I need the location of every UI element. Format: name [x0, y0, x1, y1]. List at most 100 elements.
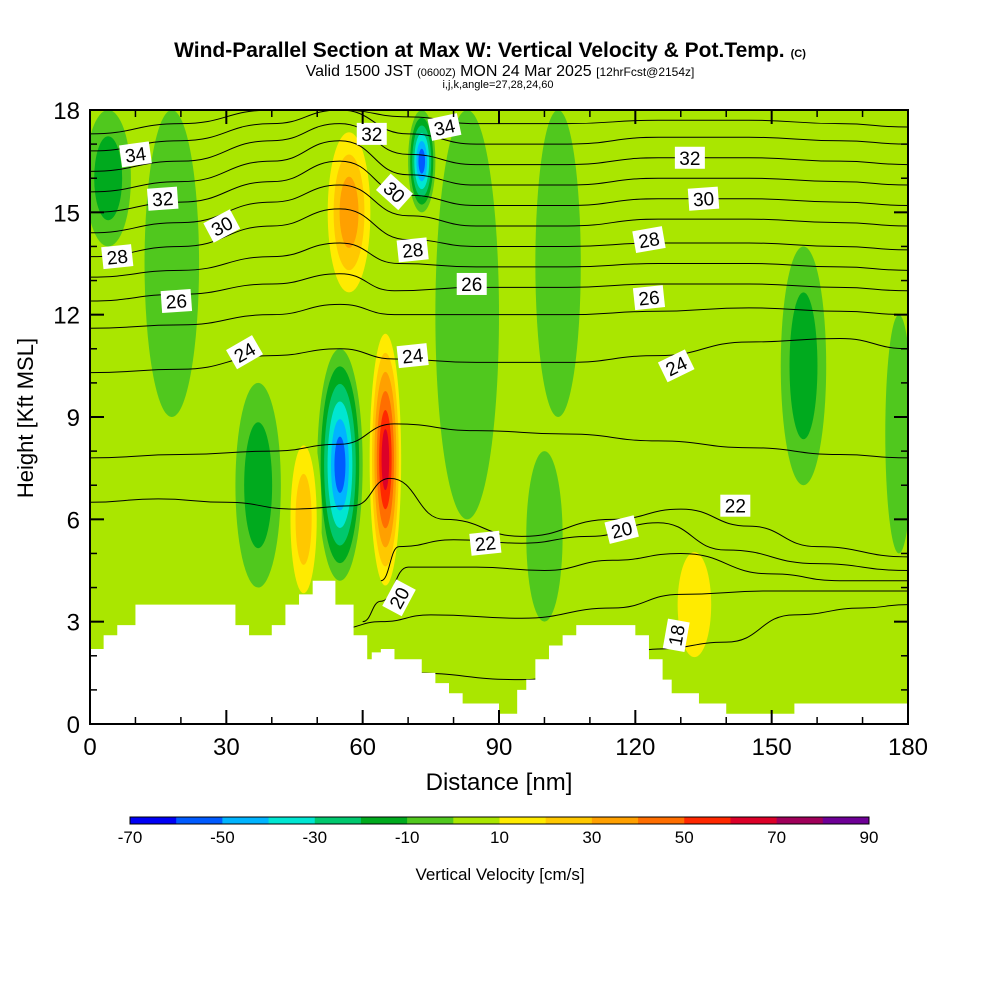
contour-label-text: 32: [679, 149, 700, 170]
contour-label-box: [226, 335, 264, 370]
velocity-band-15-0: [90, 519, 113, 639]
velocity-band-2-6: [381, 429, 390, 491]
contour-label-text: 26: [165, 291, 188, 313]
contour-label-box: [657, 349, 695, 383]
isentrope-20: [362, 552, 908, 623]
x-axis-label: Distance [nm]: [426, 769, 573, 796]
x-tick-label: 180: [888, 734, 928, 761]
isentrope-31: [90, 140, 908, 193]
contour-label-box: [427, 113, 462, 141]
velocity-band-0-5: [334, 436, 346, 493]
colorbar-swatch: [776, 817, 824, 824]
colorbar-swatch: [130, 817, 177, 824]
contour-label-4: 26: [160, 289, 193, 314]
isentrope-27: [90, 242, 908, 278]
velocity-band-8-0: [144, 110, 200, 417]
contour-label-text: 28: [401, 240, 424, 263]
x-tick-label: 60: [349, 734, 376, 761]
contour-label-9: 28: [396, 237, 429, 263]
contour-label-box: [356, 122, 387, 145]
contour-label-text: 32: [361, 125, 382, 146]
contour-label-text: 22: [474, 533, 497, 556]
colorbar-tick-label: 50: [675, 828, 694, 847]
colorbar-swatch: [638, 817, 685, 824]
y-tick-label: 6: [67, 507, 80, 534]
y-tick-label: 3: [67, 610, 80, 637]
chart-subtitle: Valid 1500 JST (0600Z) MON 24 Mar 2025 […: [306, 63, 695, 80]
contour-label-17: 22: [469, 530, 502, 556]
contour-label-text: 24: [401, 345, 425, 368]
subtitle-utc: (0600Z): [417, 67, 456, 79]
x-tick-label: 120: [615, 734, 655, 761]
x-tick-label: 30: [213, 734, 240, 761]
contour-label-box: [375, 173, 413, 211]
contour-label-text: 28: [637, 229, 661, 253]
colorbar-swatch: [360, 817, 408, 824]
velocity-band-3-3: [339, 176, 359, 248]
contour-label-3: 28: [101, 244, 134, 270]
contour-label-box: [146, 186, 179, 211]
isentrope-19: [271, 590, 908, 643]
contour-label-text: 34: [432, 116, 457, 141]
velocity-band-16-0: [526, 451, 563, 622]
colorbar-swatch: [730, 817, 778, 824]
velocity-band-13-1: [789, 292, 818, 440]
chart-title: Wind-Parallel Section at Max W: Vertical…: [174, 39, 806, 62]
contour-label-0: 34: [119, 141, 152, 168]
colorbar-swatch: [545, 817, 593, 824]
contour-label-box: [632, 285, 666, 311]
contour-label-14: 28: [632, 226, 666, 253]
y-tick-label: 18: [53, 98, 80, 125]
contour-label-box: [469, 530, 502, 556]
colorbar: -70 -50 -30 -10 10 30 50 70 90: [118, 816, 879, 847]
velocity-band-10-1: [244, 422, 273, 549]
x-tick-label: 150: [752, 734, 792, 761]
contour-label-box: [119, 141, 152, 168]
colorbar-swatch: [591, 817, 639, 824]
contour-label-box: [720, 494, 751, 517]
velocity-band-14-0: [885, 314, 908, 554]
y-tick-label: 9: [67, 405, 80, 432]
colorbar-swatch: [314, 817, 362, 824]
colorbar-swatch: [453, 817, 500, 824]
contour-label-text: 22: [725, 497, 746, 518]
colorbar-tick-label: 30: [582, 828, 601, 847]
colorbar-frame: [129, 816, 870, 825]
contour-label-text: 26: [461, 275, 482, 296]
contour-label-18: 20: [604, 515, 639, 544]
contour-label-13: 30: [687, 186, 720, 211]
contour-label-text: 28: [106, 247, 129, 270]
colorbar-tick-label: -10: [395, 828, 420, 847]
colorbar-swatch: [822, 817, 870, 824]
isentrope-33: [90, 110, 908, 152]
velocity-band-5-0: [194, 110, 231, 213]
contour-label-21: 18: [662, 618, 690, 652]
colorbar-tick-label: 70: [767, 828, 786, 847]
colorbar-tick-label: -30: [302, 828, 327, 847]
colorbar-swatch: [176, 817, 223, 824]
contour-label-15: 26: [632, 285, 666, 311]
contour-label-text: 18: [666, 623, 690, 647]
contour-label-box: [160, 289, 193, 314]
velocity-band-9-1: [94, 136, 123, 221]
contour-label-text: 34: [124, 144, 148, 168]
contour-label-10: 26: [456, 272, 487, 296]
isentrope-28: [90, 208, 908, 258]
contour-label-19: 22: [720, 494, 751, 518]
contour-label-box: [101, 244, 134, 270]
chart-ijk-note: i,j,k,angle=27,28,24,60: [442, 79, 553, 91]
contour-label-box: [396, 237, 429, 263]
y-tick-label: 0: [67, 712, 80, 739]
x-tick-label: 90: [486, 734, 513, 761]
contour-label-box: [396, 343, 429, 369]
isentrope-32: [90, 123, 908, 172]
isentrope-30: [90, 160, 908, 213]
velocity-band-4-2: [295, 473, 312, 565]
y-axis-label: Height [Kft MSL]: [13, 338, 38, 498]
contour-label-box: [604, 515, 639, 544]
colorbar-tick-label: 90: [860, 828, 879, 847]
contour-label-6: 32: [356, 122, 387, 146]
colorbar-tick-label: 10: [490, 828, 509, 847]
